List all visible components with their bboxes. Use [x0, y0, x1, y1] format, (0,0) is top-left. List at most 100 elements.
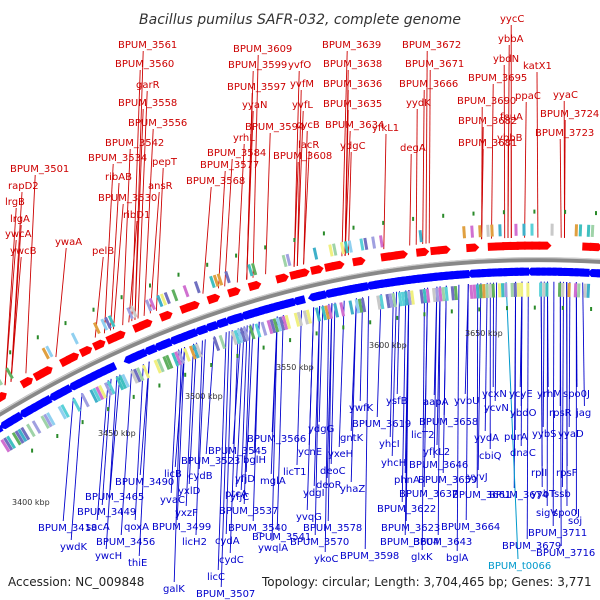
feature-box [118, 375, 128, 390]
feature-box [578, 224, 583, 237]
feature-box [359, 238, 365, 251]
gene-label: BPUM_3638 [323, 59, 382, 70]
feature-box [522, 223, 526, 236]
reverse-gene-arrow [9, 411, 24, 424]
feature-box [156, 294, 164, 308]
feature-box [212, 336, 221, 352]
gene-label: BPUM_3608 [273, 151, 332, 162]
gene-label: BPUM_3545 [208, 446, 267, 457]
leader-line [62, 397, 74, 522]
reverse-gene-arrow [59, 384, 73, 396]
gene-label: BPUM_3637 [399, 489, 458, 500]
feature-box [545, 282, 549, 297]
gene-label: yhcI [379, 439, 400, 450]
feature-tick [478, 307, 481, 312]
feature-box [478, 284, 483, 299]
feature-tick [56, 434, 59, 438]
gene-label: BPUM_3690 [457, 96, 516, 107]
leader-line [252, 54, 259, 278]
feature-tick [206, 262, 209, 267]
gene-label: ycvN [484, 403, 509, 414]
leader-line [524, 101, 527, 238]
feature-box [376, 295, 382, 310]
leader-line [376, 294, 382, 418]
leader-line [70, 393, 83, 541]
feature-box [70, 332, 79, 345]
forward-gene-arrow [415, 247, 430, 257]
leader-line [134, 108, 144, 320]
feature-box [574, 224, 579, 237]
gene-label: BPUM_3681 [458, 138, 517, 149]
forward-gene-arrow [466, 243, 480, 253]
feature-box [20, 426, 31, 441]
gene-label: BPUM_3609 [233, 44, 292, 55]
gene-label: BPUM_3566 [247, 434, 306, 445]
gene-label: BPUM_3540 [228, 523, 287, 534]
leader-line [276, 314, 284, 531]
leader-line [155, 167, 164, 311]
leader-line [326, 303, 333, 479]
feature-tick [590, 307, 593, 311]
forward-gene-arrow [310, 265, 324, 275]
feature-box [438, 287, 443, 302]
leader-line [389, 292, 394, 438]
feature-box [379, 235, 384, 248]
leader-line [409, 153, 412, 246]
leader-line [173, 348, 183, 583]
feature-box [183, 347, 191, 362]
gene-label: ywcH [95, 551, 122, 562]
leader-line [433, 286, 438, 396]
leader-line [143, 128, 154, 316]
forward-gene-arrow [138, 318, 153, 330]
feature-box [3, 437, 14, 451]
leader-line [131, 69, 141, 322]
feature-box [182, 285, 190, 298]
gene-label: ydgC [340, 141, 366, 152]
gene-label: sigV [536, 508, 557, 519]
reverse-gene-arrow [292, 295, 306, 306]
leader-line [252, 321, 260, 522]
feature-box [590, 224, 595, 238]
gene-label: licT2 [411, 430, 435, 441]
gene-label: yybT [531, 489, 556, 500]
feature-box [363, 237, 369, 251]
leader-line [134, 364, 144, 521]
gene-label: BPUM_3661 [452, 490, 511, 501]
leader-line [202, 186, 212, 294]
leader-line [359, 297, 364, 402]
gene-label: BPUM_3530 [98, 193, 157, 204]
leader-line [484, 282, 488, 432]
feature-tick [293, 238, 296, 242]
feature-box [397, 292, 403, 307]
gene-label: lrgB [5, 197, 25, 208]
leader-line [481, 106, 483, 240]
forward-gene-arrow [394, 250, 408, 260]
kbp-label: 3450 kbp [98, 429, 136, 438]
leader-line [364, 296, 370, 550]
topology-text: Topology: circular; Length: 3,704,465 bp… [261, 575, 592, 589]
leader-line [344, 130, 351, 256]
feature-tick [264, 245, 267, 250]
feature-box [576, 283, 581, 298]
feature-box [0, 439, 11, 453]
feature-box [26, 423, 36, 438]
leader-line [170, 349, 180, 494]
feature-box [293, 312, 301, 327]
feature-tick [177, 272, 180, 277]
gene-label: BPUM_3622 [377, 504, 436, 515]
rna-gene-label: BPUM_t0066 [488, 561, 551, 572]
leader-line [232, 327, 242, 445]
feature-tick [184, 372, 187, 377]
leader-line [536, 71, 539, 238]
gene-label: BPUM_3666 [399, 79, 458, 90]
feature-box [95, 386, 105, 401]
gene-label: soj [568, 516, 582, 527]
kbp-label: 3600 kbp [369, 341, 407, 350]
leader-line [421, 288, 425, 551]
reverse-gene-arrow [143, 344, 158, 356]
leader-line [568, 282, 571, 428]
feature-box [236, 328, 244, 344]
kbp-label: 3550 kbp [276, 363, 314, 372]
feature-box [403, 291, 409, 306]
leader-line [494, 282, 498, 402]
